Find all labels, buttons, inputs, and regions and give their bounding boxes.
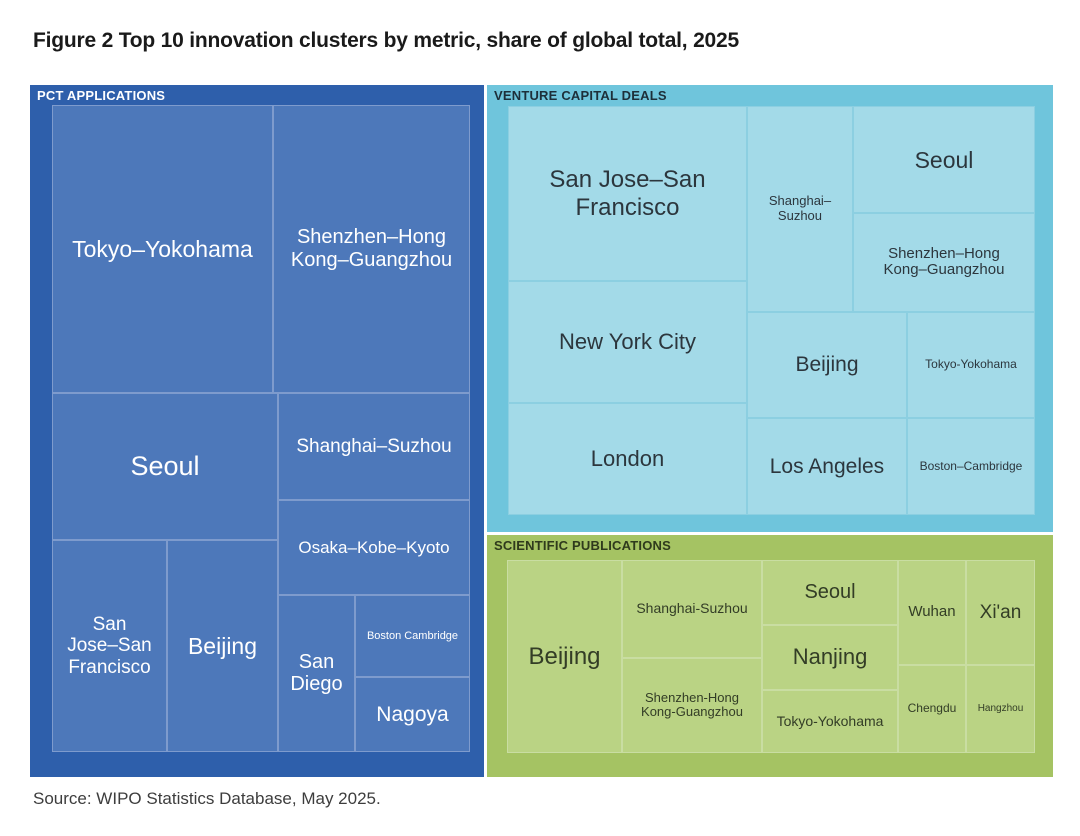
cell-sp-tokyo-yokohama: Tokyo-Yokohama: [763, 691, 898, 752]
cell-label: Seoul: [804, 581, 856, 604]
cell-label: Seoul: [130, 451, 200, 482]
cell-pct-boston-cambridge: Boston Cambridge: [356, 595, 469, 676]
cell-sp-shanghai-suzhou: Shanghai-Suzhou: [622, 561, 761, 657]
panel-header-sp: SCIENTIFIC PUBLICATIONS: [494, 538, 671, 553]
cell-label: London: [590, 445, 665, 471]
cell-label: Beijing: [187, 632, 258, 659]
cell-label: Shenzhen-Hong Kong-Guangzhou: [641, 689, 743, 720]
panel-region-sp: Beijing Shanghai-Suzhou Shenzhen-Hong Kong…: [507, 560, 1035, 753]
cell-vc-tokyo-yokohama: Tokyo-Yokohama: [907, 313, 1034, 417]
cell-pct-osaka-kobe-kyoto: Osaka–Kobe–Kyoto: [279, 500, 469, 594]
cell-label: Tokyo–Yokohama: [72, 235, 253, 262]
cell-label: Xi'an: [979, 601, 1022, 623]
panel-header-vc: VENTURE CAPITAL DEALS: [494, 88, 667, 103]
cell-label: New York City: [559, 328, 696, 354]
cell-pct-san-diego: San Diego: [279, 595, 354, 751]
cell-label: Beijing: [795, 353, 859, 377]
cell-label: Nanjing: [792, 644, 868, 670]
cell-sp-shenzhen-hong-kong-guangzhou: Shenzhen-Hong Kong-Guangzhou: [622, 659, 761, 752]
cell-pct-nagoya: Nagoya: [356, 678, 469, 751]
cell-vc-shanghai-suzhou: Shanghai–Suzhou: [747, 107, 852, 311]
cell-label: Shanghai–Suzhou: [296, 435, 452, 457]
cell-sp-seoul: Seoul: [763, 561, 898, 624]
cell-label: Shanghai-Suzhou: [636, 600, 748, 617]
cell-pct-shanghai-suzhou: Shanghai–Suzhou: [279, 393, 469, 499]
cell-sp-wuhan: Wuhan: [898, 561, 965, 664]
cell-sp-nanjing: Nanjing: [763, 626, 898, 689]
cell-label: Tokyo-Yokohama: [776, 712, 884, 729]
cell-label: Beijing: [528, 642, 601, 670]
cell-sp-chengdu: Chengdu: [898, 665, 965, 752]
cell-vc-shenzhen-hong-kong-guangzhou: Shenzhen–Hong Kong–Guangzhou: [853, 213, 1034, 311]
cell-vc-los-angeles: Los Angeles: [747, 418, 906, 514]
cell-label: Shanghai–Suzhou: [768, 193, 832, 223]
panel-region-vc: San Jose–San Francisco Shanghai–Suzhou Seo…: [508, 106, 1035, 515]
cell-label: Tokyo-Yokohama: [925, 357, 1017, 372]
cell-label: Osaka–Kobe–Kyoto: [298, 537, 450, 557]
cell-label: Nagoya: [376, 702, 449, 726]
cell-label: San Diego: [290, 650, 343, 696]
cell-label: Shenzhen–Hong Kong–Guangzhou: [883, 244, 1005, 279]
cell-label: Shenzhen–Hong Kong–Guangzhou: [290, 226, 453, 271]
cell-label: San Jose–San Francisco: [549, 166, 706, 221]
cell-sp-xi-an: Xi'an: [966, 561, 1034, 664]
cell-label: Hangzhou: [977, 703, 1024, 715]
cell-pct-beijing: Beijing: [167, 540, 277, 751]
panel-pct: PCT APPLICATIONS Tokyo–Yokohama Shenzhen–H…: [30, 85, 484, 777]
cell-pct-san-jose-san-francisco: San Jose–San Francisco: [53, 540, 166, 751]
cell-vc-london: London: [509, 404, 746, 514]
cell-sp-beijing: Beijing: [508, 561, 621, 752]
panel-region-pct: Tokyo–Yokohama Shenzhen–Hong Kong–Guangzh…: [52, 105, 470, 752]
cell-vc-new-york-city: New York City: [509, 282, 746, 402]
cell-vc-beijing: Beijing: [747, 313, 906, 417]
cell-label: Wuhan: [908, 603, 956, 621]
cell-label: Seoul: [914, 146, 974, 173]
cell-label: Boston–Cambridge: [919, 458, 1023, 473]
cell-vc-san-jose-san-francisco: San Jose–San Francisco: [509, 107, 746, 280]
cell-pct-shenzhen-hong-kong-guangzhou: Shenzhen–Hong Kong–Guangzhou: [273, 106, 469, 392]
cell-label: Los Angeles: [769, 454, 885, 478]
cell-vc-boston-cambridge: Boston–Cambridge: [907, 418, 1034, 514]
cell-label: Chengdu: [907, 701, 957, 716]
panel-header-pct: PCT APPLICATIONS: [37, 88, 166, 103]
cell-label: Boston Cambridge: [366, 629, 459, 642]
panel-vc: VENTURE CAPITAL DEALS San Jose–San Franci…: [487, 85, 1053, 532]
panel-sp: SCIENTIFIC PUBLICATIONS Beijing Shanghai-S…: [487, 535, 1053, 777]
cell-label: San Jose–San Francisco: [67, 613, 152, 678]
cell-pct-tokyo-yokohama: Tokyo–Yokohama: [53, 106, 272, 392]
cell-pct-seoul: Seoul: [53, 393, 277, 539]
source-note: Source: WIPO Statistics Database, May 20…: [33, 789, 381, 808]
cell-sp-hangzhou: Hangzhou: [966, 665, 1034, 752]
figure-title: Figure 2 Top 10 innovation clusters by m…: [33, 29, 739, 52]
cell-vc-seoul: Seoul: [853, 107, 1034, 212]
